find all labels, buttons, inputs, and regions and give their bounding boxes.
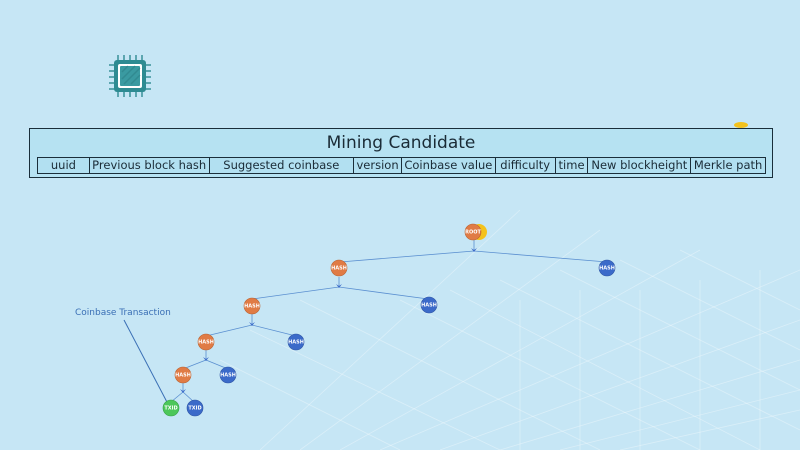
mining-candidate-panel: Mining Candidate uuid Previous block has…	[29, 128, 773, 178]
mining-candidate-fields: uuid Previous block hash Suggested coinb…	[37, 157, 766, 174]
svg-text:TXID: TXID	[164, 406, 177, 412]
mining-candidate-title: Mining Candidate	[326, 133, 476, 153]
node-hash: HASH	[219, 366, 237, 384]
svg-text:HASH: HASH	[331, 266, 347, 272]
svg-text:HASH: HASH	[288, 340, 304, 346]
node-hash: HASH	[420, 296, 438, 314]
field-coinbase-value: Coinbase value	[402, 158, 496, 173]
field-merkle-path: Merkle path	[693, 158, 763, 172]
field-time: time	[556, 158, 589, 173]
svg-text:HASH: HASH	[244, 304, 260, 310]
field-previous-block-hash: Previous block hash	[90, 158, 210, 173]
coinbase-pointer	[123, 319, 169, 405]
node-txid-coinbase: TXID	[162, 399, 180, 417]
svg-text:ROOT: ROOT	[465, 230, 481, 236]
tree-edges	[170, 240, 608, 403]
field-difficulty: difficulty	[496, 158, 556, 173]
node-hash: HASH	[598, 259, 616, 277]
node-hash: HASH	[243, 297, 261, 315]
field-new-blockheight: New blockheight	[588, 158, 692, 173]
svg-text:HASH: HASH	[175, 373, 191, 379]
svg-text:TXID: TXID	[188, 406, 201, 412]
svg-text:HASH: HASH	[421, 303, 437, 309]
node-txid: TXID	[186, 399, 204, 417]
field-uuid: uuid	[38, 158, 90, 173]
node-hash: HASH	[287, 333, 305, 351]
svg-text:HASH: HASH	[220, 373, 236, 379]
node-hash: HASH	[330, 259, 348, 277]
merge-arrows	[180, 248, 477, 393]
coinbase-transaction-label: Coinbase Transaction	[75, 308, 171, 318]
field-version: version	[354, 158, 402, 173]
root-glow-trail	[734, 122, 748, 128]
svg-text:HASH: HASH	[599, 266, 615, 272]
node-root: ROOT	[464, 223, 481, 241]
node-hash: HASH	[197, 333, 215, 351]
cpu-chip-icon	[109, 55, 151, 97]
svg-text:HASH: HASH	[198, 340, 214, 346]
node-hash: HASH	[174, 366, 192, 384]
field-suggested-coinbase: Suggested coinbase	[210, 158, 355, 173]
